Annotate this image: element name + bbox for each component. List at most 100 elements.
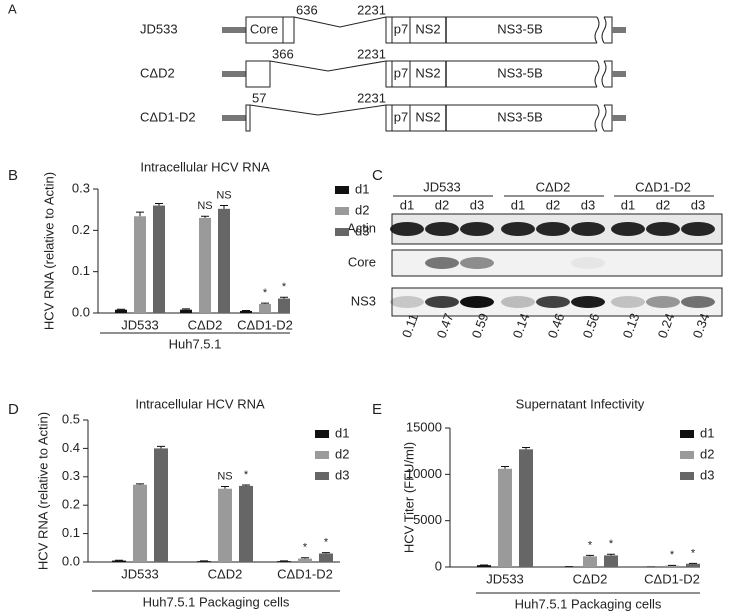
domain-label: p7 — [394, 109, 408, 124]
bar — [197, 561, 211, 562]
deletion-line — [269, 60, 387, 72]
significance-label: * — [282, 281, 287, 293]
y-tick-label: 0.5 — [62, 411, 80, 426]
core-box — [245, 60, 271, 88]
bar — [218, 488, 232, 562]
band — [536, 296, 570, 308]
band — [681, 222, 715, 236]
break-mark — [601, 60, 607, 88]
construct-name: JD533 — [140, 21, 178, 36]
band — [571, 222, 605, 236]
significance-label: * — [609, 538, 614, 550]
domain-label: p7 — [394, 21, 408, 36]
error-bar — [522, 446, 530, 450]
x-tick-label: JD533 — [121, 566, 159, 581]
error-bar — [586, 554, 594, 557]
domain-label: NS3-5B — [497, 109, 543, 124]
bar — [115, 309, 127, 313]
error-bar — [201, 215, 209, 218]
legend-swatch — [315, 430, 329, 438]
deletion-line — [249, 104, 387, 116]
bar — [477, 565, 491, 567]
legend-swatch — [315, 451, 329, 459]
band — [425, 296, 459, 308]
construct-name: CΔD1-D2 — [140, 109, 196, 124]
lane-label: d1 — [400, 197, 414, 212]
break-label: 2231 — [357, 46, 386, 61]
y-tick-label: 0.3 — [72, 180, 90, 195]
legend-label: d1 — [335, 425, 349, 440]
y-tick-label: 10000 — [406, 466, 442, 481]
bar — [278, 298, 290, 313]
group-label: CΔD1-D2 — [635, 179, 691, 194]
y-tick-label: 0.3 — [62, 468, 80, 483]
legend-label: d1 — [355, 181, 369, 196]
bar — [218, 208, 230, 313]
group-label: Huh7.5.1 Packaging cells — [515, 596, 662, 611]
x-tick-label: CΔD2 — [208, 566, 243, 581]
band — [390, 296, 424, 308]
legend-label: d2 — [355, 202, 369, 217]
legend-swatch — [335, 186, 349, 194]
lane-label: d3 — [691, 197, 705, 212]
break-label: 636 — [296, 2, 318, 17]
y-tick-label: 5000 — [413, 512, 442, 527]
error-bar — [261, 302, 269, 304]
domain-label: NS3-5B — [497, 21, 543, 36]
lane-label: d3 — [470, 197, 484, 212]
polyprotein-box — [385, 104, 613, 132]
error-bar — [136, 483, 144, 485]
error-bar — [607, 553, 615, 556]
bar — [604, 555, 618, 567]
deletion-line — [293, 16, 387, 28]
lane-label: d2 — [656, 197, 670, 212]
legend-swatch — [680, 472, 694, 480]
legend-label: d3 — [355, 223, 369, 238]
bar — [319, 553, 333, 562]
lane-label: d2 — [435, 197, 449, 212]
domain-label: NS3-5B — [497, 65, 543, 80]
row-label: Core — [348, 254, 376, 269]
y-tick-label: 0.4 — [62, 440, 80, 455]
utr-stub — [612, 71, 626, 77]
error-bar — [221, 485, 229, 489]
break-mark — [601, 16, 607, 44]
band — [460, 222, 494, 236]
y-tick-label: 0.1 — [72, 263, 90, 278]
break-label: 57 — [252, 90, 266, 105]
legend-label: d3 — [335, 467, 349, 482]
band — [501, 222, 535, 236]
domain-label: NS2 — [415, 109, 440, 124]
x-tick-label: CΔD1-D2 — [644, 571, 700, 586]
band — [646, 222, 680, 236]
band — [611, 222, 645, 236]
bar — [583, 556, 597, 567]
utr-stub — [222, 71, 246, 77]
utr-stub — [222, 115, 246, 121]
panel-letter: B — [8, 167, 18, 184]
lane-label: d3 — [581, 197, 595, 212]
significance-label: * — [670, 549, 675, 561]
panel-letter: A — [8, 1, 17, 16]
band — [571, 296, 605, 308]
y-tick-label: 0.1 — [62, 525, 80, 540]
significance-label: NS — [217, 470, 232, 482]
utr-stub — [612, 27, 626, 33]
error-bar — [157, 445, 165, 449]
chart-title: Intracellular HCV RNA — [140, 159, 270, 174]
y-tick-label: 0.0 — [62, 553, 80, 568]
domain-label: Core — [250, 21, 278, 36]
bar — [277, 561, 291, 562]
group-label: JD533 — [423, 179, 461, 194]
break-gap — [597, 16, 604, 44]
significance-label: * — [263, 287, 268, 299]
row-label: Actin — [347, 220, 376, 235]
legend-label: d3 — [700, 467, 714, 482]
band — [501, 296, 535, 308]
legend-swatch — [335, 207, 349, 215]
chart-title: Supernatant Infectivity — [516, 396, 645, 411]
band — [460, 257, 494, 269]
panel-letter: E — [372, 401, 382, 418]
significance-label: * — [303, 542, 308, 554]
lane-label: d2 — [546, 197, 560, 212]
